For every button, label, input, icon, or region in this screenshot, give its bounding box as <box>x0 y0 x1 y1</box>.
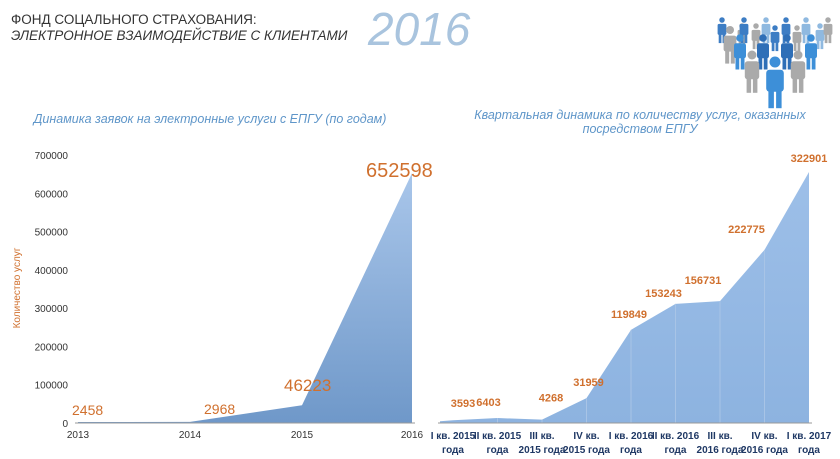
chart2-data-label: 222775 <box>728 224 765 236</box>
chart1-y-tick: 100000 <box>35 381 69 392</box>
chart2-x-tick-line2: 2015 года <box>563 445 610 456</box>
person-icon <box>770 25 780 52</box>
chart2-x-tick-line2: 2015 года <box>519 445 566 456</box>
chart2-x-tick-line2: года <box>487 445 509 456</box>
chart1-x-tick: 2013 <box>67 430 90 441</box>
chart2-data-label: 6403 <box>476 397 500 409</box>
chart1-y-label: Количество услуг <box>12 247 23 328</box>
chart2-x-tick-line2: года <box>665 445 687 456</box>
chart2-x-tick: IV кв. <box>573 431 599 442</box>
chart2-x-tick: III кв. <box>707 431 732 442</box>
chart2-data-label: 3593 <box>451 398 475 410</box>
chart2-x-tick: III кв. <box>529 431 554 442</box>
chart1-y-tick: 400000 <box>35 266 69 277</box>
chart2-data-label: 31959 <box>573 377 604 389</box>
person-icon <box>766 56 784 109</box>
person-icon <box>823 17 833 44</box>
person-icon <box>792 25 802 52</box>
chart2-x-tick: II кв. 2015 <box>474 431 522 442</box>
person-icon <box>815 23 825 50</box>
chart1-y-tick: 600000 <box>35 189 69 200</box>
person-icon <box>723 26 737 64</box>
person-icon <box>744 50 760 93</box>
chart1-title: Динамика заявок на электронные услуги с … <box>33 112 387 126</box>
chart1-data-label: 2458 <box>72 402 103 418</box>
chart2-x-tick: I кв. 2017 <box>787 431 832 442</box>
chart2-x-tick-line2: года <box>620 445 642 456</box>
chart2-data-label: 156731 <box>685 275 722 287</box>
chart1-y-tick: 300000 <box>35 304 69 315</box>
chart1-y-tick: 0 <box>62 419 68 430</box>
chart2-data-label: 153243 <box>645 288 682 300</box>
chart2-x-tick: IV кв. <box>751 431 777 442</box>
chart1-y-tick: 500000 <box>35 228 69 239</box>
chart1-x-tick: 2015 <box>291 430 314 441</box>
chart2-x-tick-line2: года <box>442 445 464 456</box>
chart1-y-tick: 200000 <box>35 342 69 353</box>
chart1-data-label: 2968 <box>204 401 235 417</box>
chart1-x-tick: 2014 <box>179 430 202 441</box>
header-line2: ЭЛЕКТРОННОЕ ВЗАИМОДЕЙСТВИЕ С КЛИЕНТАМИ <box>11 28 348 43</box>
person-icon <box>739 17 749 44</box>
person-icon <box>781 34 793 70</box>
person-icon <box>805 34 817 70</box>
chart2-x-tick: I кв. 2016 <box>609 431 654 442</box>
chart2-area <box>440 172 809 423</box>
header: ФОНД СОЦАЛЬНОГО СТРАХОВАНИЯ: ЭЛЕКТРОННОЕ… <box>11 12 347 44</box>
chart2-x-tick-line2: 2016 года <box>741 445 788 456</box>
chart1-x-tick: 2016 <box>401 430 424 441</box>
chart1-y-tick: 700000 <box>35 151 69 162</box>
person-icon <box>734 34 746 70</box>
chart2-x-tick-line2: года <box>798 445 820 456</box>
chart2-title: Квартальная динамика по количеству услуг… <box>474 108 806 136</box>
header-line1: ФОНД СОЦАЛЬНОГО СТРАХОВАНИЯ: <box>11 12 257 27</box>
chart2-x-tick: I кв. 2015 <box>431 431 476 442</box>
person-icon <box>757 34 769 70</box>
chart1-area <box>78 173 412 423</box>
chart2-data-label: 322901 <box>791 153 828 165</box>
year-title: 2016 <box>368 3 471 55</box>
chart2-x-tick: II кв. 2016 <box>652 431 700 442</box>
chart1-data-label: 652598 <box>366 160 433 182</box>
chart2-data-label: 4268 <box>539 393 563 405</box>
person-icon <box>790 50 806 93</box>
chart1-data-label: 46223 <box>284 376 331 395</box>
chart2-data-label: 119849 <box>611 309 647 321</box>
chart2-x-tick-line2: 2016 года <box>697 445 744 456</box>
